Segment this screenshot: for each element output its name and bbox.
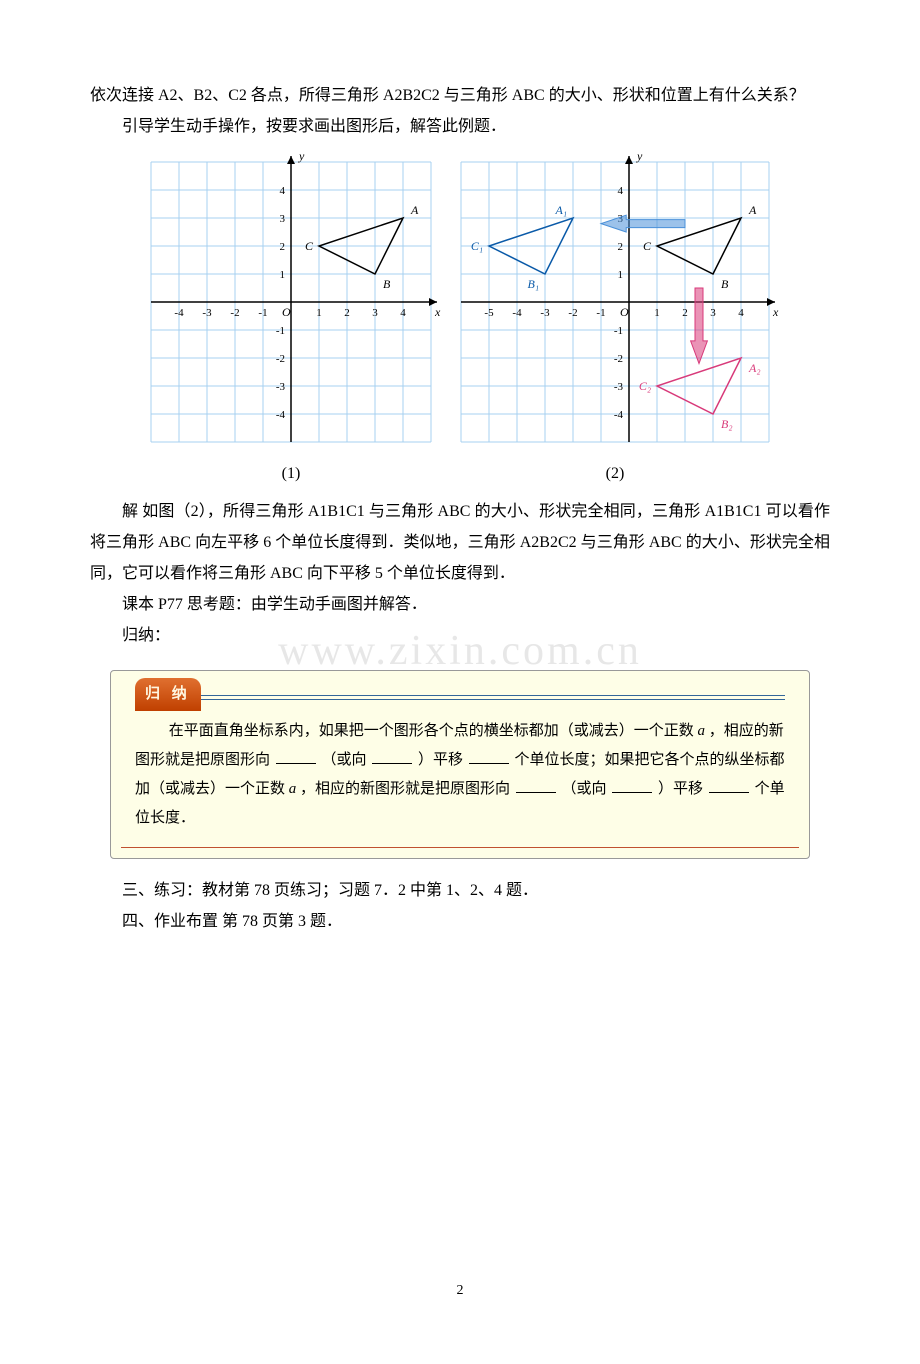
summary-part: ）平移 [418,752,463,768]
paragraph-instruction: 引导学生动手操作，按要求画出图形后，解答此例题． [90,111,830,142]
svg-text:A₁: A₁ [554,203,567,217]
svg-text:4: 4 [618,185,624,197]
svg-text:-1: -1 [596,307,605,319]
svg-text:1: 1 [654,307,660,319]
figure-2: -5-4-3-2-11234-4-3-2-11234OxyABCA₁B₁C₁A₂… [451,152,779,452]
summary-part: （或向 [562,781,607,797]
svg-text:2: 2 [344,307,350,319]
svg-text:-3: -3 [540,307,550,319]
svg-text:-1: -1 [258,307,267,319]
svg-text:O: O [620,305,629,319]
svg-text:-4: -4 [614,409,624,421]
svg-text:-3: -3 [202,307,212,319]
svg-text:C: C [643,239,652,253]
paragraph-think: 课本 P77 思考题：由学生动手画图并解答． [90,589,830,620]
summary-part: ）平移 [658,781,703,797]
paragraph-guinalabel: 归纳： [90,620,830,651]
svg-text:4: 4 [400,307,406,319]
paragraph-homework: 四、作业布置 第 78 页第 3 题． [90,906,830,937]
svg-text:1: 1 [316,307,322,319]
figure-1-wrap: -4 -3 -2 -1 1 2 3 4 -4 -3 -2 -1 1 2 3 4 Ox y A B C (1) [141,152,441,489]
svg-text:4: 4 [738,307,744,319]
summary-part: （或向 [322,752,367,768]
summary-header: 归 纳 [135,681,785,709]
svg-text:4: 4 [280,185,286,197]
svg-text:-2: -2 [614,353,623,365]
svg-text:-2: -2 [568,307,577,319]
summary-part: 在平面直角坐标系内，如果把一个图形各个点的横坐标都加（或减去）一个正数 [169,723,698,739]
svg-text:-1: -1 [276,325,285,337]
svg-text:C₁: C₁ [471,239,483,253]
svg-text:A: A [748,203,757,217]
svg-text:3: 3 [372,307,378,319]
svg-text:C: C [305,239,314,253]
svg-text:-3: -3 [614,381,624,393]
blank [469,749,509,764]
svg-text:x: x [434,305,441,319]
summary-text: 在平面直角坐标系内，如果把一个图形各个点的横坐标都加（或减去）一个正数 a ，相… [135,717,785,844]
svg-text:-5: -5 [484,307,494,319]
svg-text:O: O [282,305,291,319]
blank [612,779,652,794]
svg-text:-3: -3 [276,381,286,393]
summary-part: ，相应的新图形就是把原图形向 [300,781,510,797]
figure-2-caption: (2) [606,458,625,489]
svg-text:B: B [721,277,729,291]
svg-text:B₂: B₂ [721,417,733,431]
svg-text:3: 3 [710,307,716,319]
svg-text:1: 1 [280,269,286,281]
figure-1: -4 -3 -2 -1 1 2 3 4 -4 -3 -2 -1 1 2 3 4 Ox y A B C [141,152,441,452]
svg-text:x: x [772,305,779,319]
blank [709,779,749,794]
summary-box: 归 纳 在平面直角坐标系内，如果把一个图形各个点的横坐标都加（或减去）一个正数 … [110,670,810,859]
page-number: 2 [90,1277,830,1304]
svg-text:-1: -1 [614,325,623,337]
summary-a1: a [698,723,706,739]
svg-text:B₁: B₁ [527,277,539,291]
figure-2-wrap: -5-4-3-2-11234-4-3-2-11234OxyABCA₁B₁C₁A₂… [451,152,779,489]
blank [276,749,316,764]
svg-text:-4: -4 [512,307,522,319]
svg-text:y: y [298,152,305,163]
svg-text:2: 2 [682,307,688,319]
svg-text:B: B [383,277,391,291]
blank [372,749,412,764]
paragraph-solution: 解 如图（2），所得三角形 A1B1C1 与三角形 ABC 的大小、形状完全相同… [90,496,830,590]
svg-text:-4: -4 [276,409,286,421]
svg-text:y: y [636,152,643,163]
summary-ribbon: 归 纳 [135,678,201,711]
svg-text:1: 1 [618,269,624,281]
paragraph-question: 依次连接 A2、B2、C2 各点，所得三角形 A2B2C2 与三角形 ABC 的… [90,80,830,111]
svg-text:-4: -4 [174,307,184,319]
svg-text:-2: -2 [230,307,239,319]
blank [516,779,556,794]
svg-text:A: A [410,203,419,217]
figure-1-caption: (1) [282,458,301,489]
paragraph-exercise: 三、练习：教材第 78 页练习；习题 7．2 中第 1、2、4 题． [90,875,830,906]
svg-text:-2: -2 [276,353,285,365]
svg-text:A₂: A₂ [748,361,761,375]
svg-text:2: 2 [618,241,624,253]
figures-container: -4-3-2-11234-4-3-2-11234OxyABC (1) -5-4-… [90,152,830,489]
summary-a2: a [289,781,297,797]
svg-text:3: 3 [280,213,286,225]
svg-text:2: 2 [280,241,286,253]
svg-text:C₂: C₂ [639,379,651,393]
